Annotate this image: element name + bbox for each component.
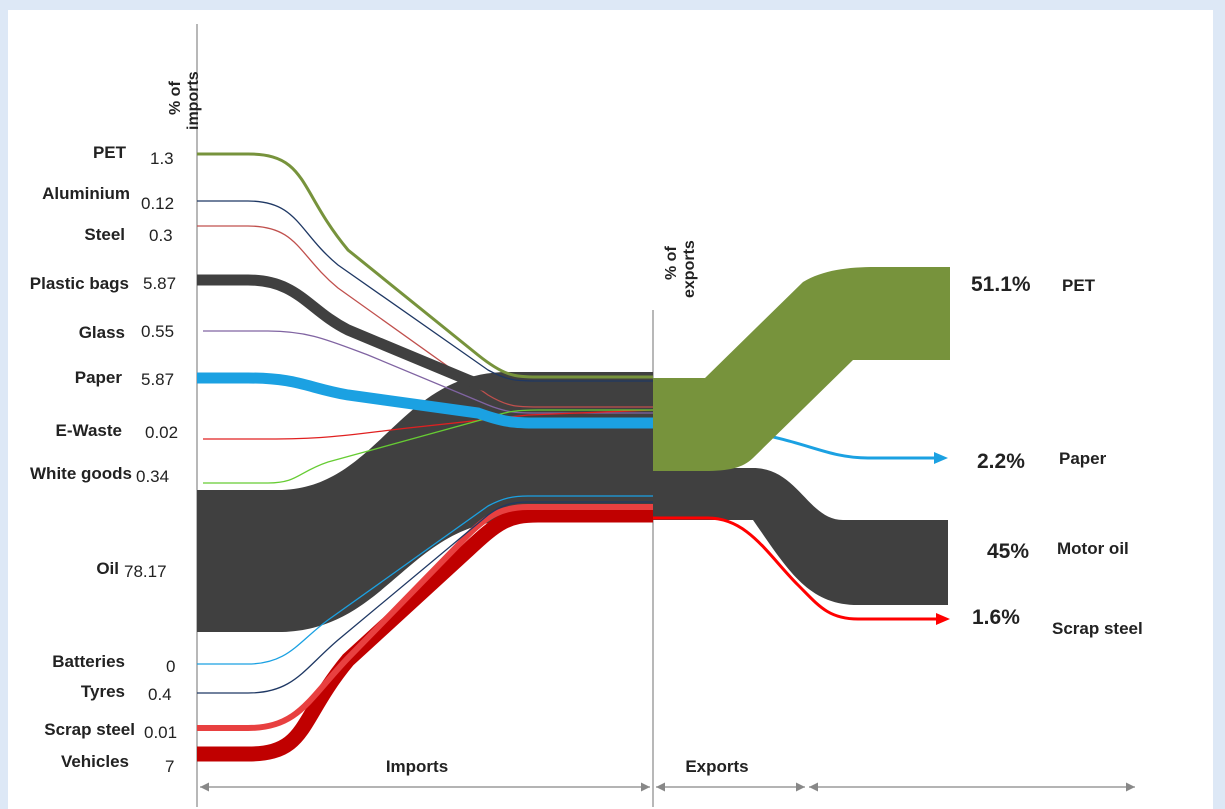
- import-label-e-waste: E-Waste: [56, 421, 122, 440]
- import-label-white-goods: White goods: [30, 464, 132, 483]
- export-percent-paper: 2.2%: [977, 450, 1025, 473]
- flow-e-waste: [203, 409, 654, 440]
- export-label-paper: Paper: [1059, 449, 1107, 468]
- flow-paper-import: [197, 372, 653, 429]
- flow-scrap-steel-export: [653, 516, 936, 621]
- import-label-glass: Glass: [79, 323, 125, 342]
- import-value-aluminium: 0.12: [141, 194, 174, 213]
- export-percent-scrap-steel: 1.6%: [972, 606, 1020, 629]
- import-label-scrap-steel: Scrap steel: [44, 720, 135, 739]
- import-value-steel: 0.3: [149, 226, 173, 245]
- import-value-glass: 0.55: [141, 322, 174, 341]
- flow-white-goods: [203, 409, 653, 484]
- import-value-e-waste: 0.02: [145, 423, 178, 442]
- import-label-vehicles: Vehicles: [61, 752, 129, 771]
- flow-pet-import: [197, 152, 653, 379]
- flow-motor-oil: [653, 468, 948, 605]
- arrowhead-scrap-steel: [936, 613, 950, 625]
- imports-axis-title-line1: % of: [167, 81, 184, 115]
- import-value-tyres: 0.4: [148, 685, 172, 704]
- export-label-scrap-steel: Scrap steel: [1052, 619, 1143, 638]
- arrowhead-paper: [934, 452, 948, 464]
- flow-aluminium: [197, 200, 653, 382]
- flow-glass: [203, 330, 653, 414]
- export-label-pet: PET: [1062, 276, 1096, 295]
- import-value-white-goods: 0.34: [136, 467, 169, 486]
- flow-tyres: [197, 501, 653, 694]
- import-label-paper: Paper: [75, 368, 123, 387]
- flow-pet-export: [653, 267, 950, 471]
- import-value-batteries: 0: [166, 657, 175, 676]
- diagram-frame: % of imports % of exports PET 1.3 Alumin…: [8, 10, 1213, 809]
- import-label-batteries: Batteries: [52, 652, 125, 671]
- import-label-steel: Steel: [84, 225, 125, 244]
- exports-axis-title-line2: exports: [681, 240, 698, 298]
- import-label-aluminium: Aluminium: [42, 184, 130, 203]
- imports-section-label: Imports: [386, 757, 448, 776]
- import-value-vehicles: 7: [165, 757, 174, 776]
- import-label-plastic-bags: Plastic bags: [30, 274, 129, 293]
- import-value-oil: 78.17: [124, 562, 167, 581]
- exports-section-label: Exports: [685, 757, 748, 776]
- import-label-pet: PET: [93, 143, 127, 162]
- export-percent-pet: 51.1%: [971, 273, 1031, 296]
- exports-axis-title-line1: % of: [663, 246, 680, 280]
- flow-batteries: [197, 495, 653, 665]
- import-value-plastic-bags: 5.87: [143, 274, 176, 293]
- import-value-scrap-steel: 0.01: [144, 723, 177, 742]
- imports-axis-title-line2: imports: [185, 71, 202, 130]
- flow-plastic-bags: [197, 274, 653, 395]
- sankey-diagram: % of imports % of exports PET 1.3 Alumin…: [30, 24, 1143, 807]
- import-label-tyres: Tyres: [81, 682, 125, 701]
- import-value-paper: 5.87: [141, 370, 174, 389]
- flow-scrap-steel-import: [197, 504, 653, 731]
- export-label-motor-oil: Motor oil: [1057, 539, 1129, 558]
- flow-oil: [197, 372, 653, 632]
- export-percent-motor-oil: 45%: [987, 540, 1029, 563]
- flow-steel: [197, 225, 653, 408]
- import-value-pet: 1.3: [150, 149, 174, 168]
- import-label-oil: Oil: [96, 559, 119, 578]
